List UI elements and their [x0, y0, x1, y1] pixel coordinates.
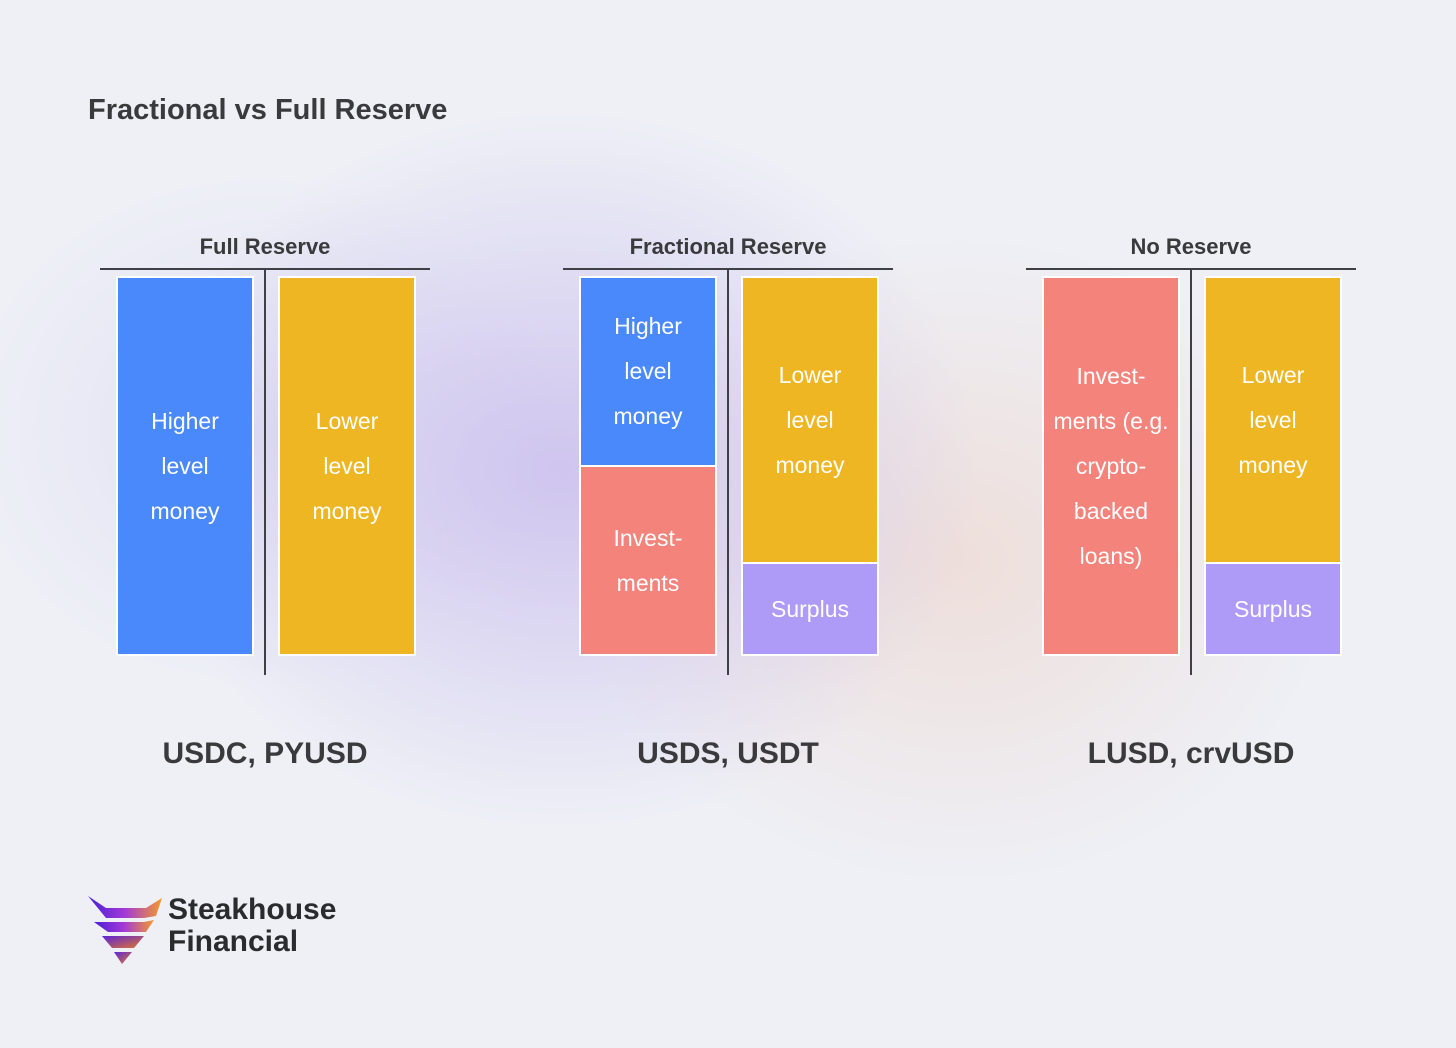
- panel-title: Fractional Reserve: [629, 234, 827, 259]
- block-label: Surplus: [771, 595, 849, 622]
- panel-no-reserve: No Reserve Invest- ments (e.g. crypto- b…: [1026, 232, 1356, 792]
- brand-name-line-1: Steakhouse: [168, 893, 337, 926]
- brand-logo-lockup: Steakhouse Financial: [86, 894, 386, 966]
- block-label: Lower level money: [775, 361, 845, 478]
- steakhouse-bull-logo-icon: [88, 896, 162, 964]
- balance-sheet-top-line: [563, 268, 893, 270]
- liabilities-column: Lower level money Surplus: [741, 276, 879, 656]
- page-title: Fractional vs Full Reserve: [88, 94, 448, 126]
- assets-column: Higher level money Invest- ments: [579, 276, 717, 656]
- panel-full-reserve: Full Reserve Higher level money Lower le…: [100, 232, 430, 792]
- block-label: Invest- ments (e.g. crypto- backed loans…: [1053, 362, 1169, 569]
- higher-level-money-block: Higher level money: [116, 276, 254, 656]
- block-label: Invest- ments: [613, 524, 683, 596]
- block-label: Lower level money: [1238, 361, 1308, 478]
- balance-sheet-top-line: [100, 268, 430, 270]
- balance-sheet-top-line: [1026, 268, 1356, 270]
- liabilities-column: Lower level money Surplus: [1204, 276, 1342, 656]
- investments-block: Invest- ments: [579, 467, 717, 656]
- assets-column: Higher level money: [116, 276, 254, 656]
- balance-sheet-divider: [1190, 270, 1192, 675]
- brand-name: Steakhouse Financial: [168, 894, 336, 958]
- assets-column: Invest- ments (e.g. crypto- backed loans…: [1042, 276, 1180, 656]
- lower-level-money-block: Lower level money: [1204, 276, 1342, 565]
- balance-sheet-divider: [264, 270, 266, 675]
- investments-block: Invest- ments (e.g. crypto- backed loans…: [1042, 276, 1180, 656]
- block-label: Surplus: [1234, 595, 1312, 622]
- examples-label: LUSD, crvUSD: [1087, 737, 1295, 770]
- higher-level-money-block: Higher level money: [579, 276, 717, 467]
- lower-level-money-block: Lower level money: [741, 276, 879, 565]
- surplus-block: Surplus: [1204, 564, 1342, 656]
- block-label: Higher level money: [613, 313, 683, 429]
- examples-label: USDS, USDT: [637, 737, 819, 770]
- block-label: Lower level money: [312, 407, 382, 524]
- block-label: Higher level money: [150, 407, 220, 524]
- balance-sheet-divider: [727, 270, 729, 675]
- examples-label: USDC, PYUSD: [162, 737, 368, 770]
- brand-name-line-2: Financial: [168, 925, 299, 958]
- panel-title: No Reserve: [1130, 234, 1252, 259]
- lower-level-money-block: Lower level money: [278, 276, 416, 656]
- liabilities-column: Lower level money: [278, 276, 416, 656]
- surplus-block: Surplus: [741, 564, 879, 656]
- panel-title: Full Reserve: [199, 234, 331, 259]
- panel-fractional-reserve: Fractional Reserve Higher level money In…: [563, 232, 893, 792]
